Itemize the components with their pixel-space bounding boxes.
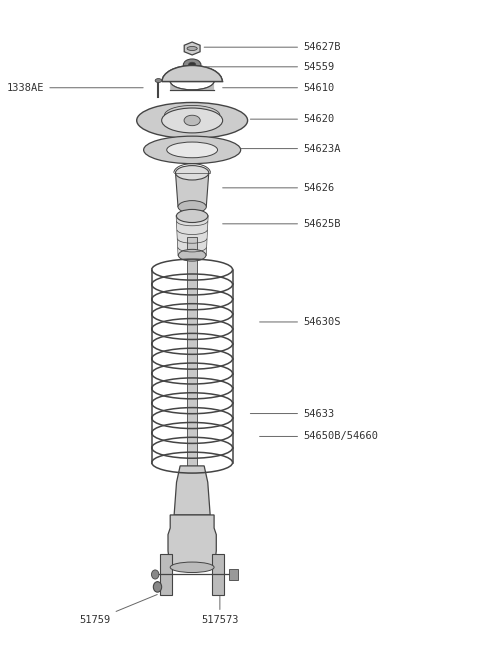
Polygon shape — [212, 555, 225, 595]
Polygon shape — [177, 216, 208, 255]
Polygon shape — [187, 237, 197, 476]
Ellipse shape — [144, 136, 240, 164]
Ellipse shape — [167, 142, 217, 158]
Ellipse shape — [155, 79, 162, 83]
Ellipse shape — [170, 562, 214, 572]
Text: 54633: 54633 — [251, 409, 334, 419]
Polygon shape — [160, 555, 172, 595]
Ellipse shape — [137, 102, 248, 139]
Polygon shape — [176, 173, 209, 207]
Text: 54559: 54559 — [204, 62, 334, 72]
Ellipse shape — [183, 59, 201, 71]
Text: 517573: 517573 — [201, 597, 239, 625]
Polygon shape — [170, 81, 214, 91]
Ellipse shape — [187, 47, 197, 51]
Ellipse shape — [153, 581, 162, 592]
Ellipse shape — [184, 115, 200, 125]
Polygon shape — [162, 66, 222, 81]
Polygon shape — [174, 466, 210, 515]
Polygon shape — [184, 42, 200, 55]
Ellipse shape — [152, 570, 159, 579]
Text: 54627B: 54627B — [204, 42, 340, 52]
Text: 54650B/54660: 54650B/54660 — [260, 432, 378, 442]
Text: 54630S: 54630S — [260, 317, 340, 327]
Ellipse shape — [178, 200, 206, 213]
Ellipse shape — [189, 62, 196, 68]
Text: 54626: 54626 — [223, 183, 334, 193]
Text: 54625B: 54625B — [223, 219, 340, 229]
Text: 51759: 51759 — [80, 595, 157, 625]
Ellipse shape — [162, 108, 223, 133]
Polygon shape — [168, 515, 216, 567]
Text: 54610: 54610 — [223, 83, 334, 93]
Text: 54620: 54620 — [251, 114, 334, 124]
Text: 1338AE: 1338AE — [7, 83, 143, 93]
Ellipse shape — [176, 166, 209, 180]
Text: 54623A: 54623A — [241, 144, 340, 154]
Ellipse shape — [177, 210, 208, 223]
Polygon shape — [229, 569, 239, 579]
Ellipse shape — [179, 250, 206, 261]
